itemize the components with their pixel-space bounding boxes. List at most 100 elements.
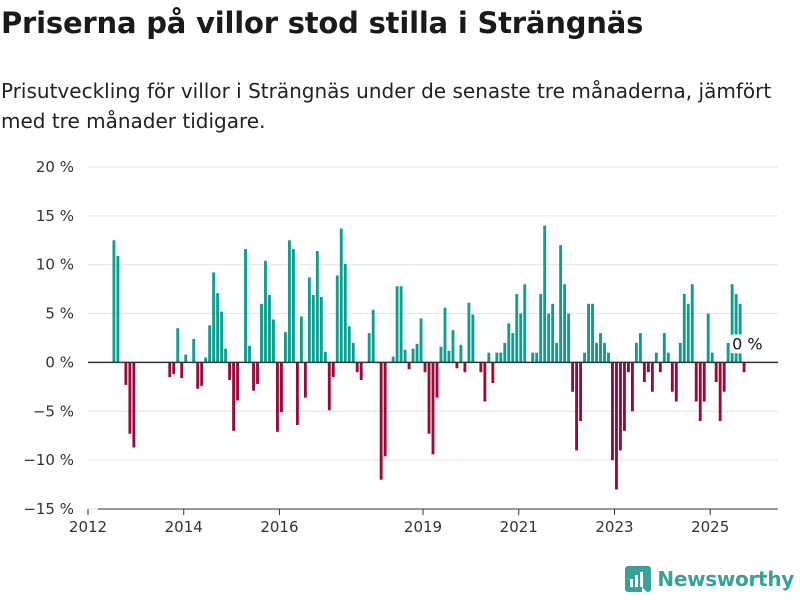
bar — [252, 362, 255, 391]
bar — [666, 352, 670, 363]
bar — [459, 344, 463, 363]
y-tick-label: 0 % — [45, 353, 74, 371]
bar — [339, 228, 343, 363]
bar — [379, 362, 383, 480]
bar — [658, 362, 662, 373]
bar — [638, 333, 642, 363]
bar — [662, 333, 666, 363]
bar — [559, 245, 563, 363]
x-tick-label: 2019 — [404, 518, 442, 536]
bar — [423, 362, 427, 373]
bar — [499, 352, 503, 363]
bar — [702, 362, 706, 402]
bar — [519, 313, 523, 363]
annotations: 0 % — [88, 334, 778, 364]
bar — [391, 356, 395, 363]
bar — [248, 345, 251, 363]
bar — [184, 354, 188, 363]
bar — [634, 342, 638, 363]
x-tick-label: 2021 — [500, 518, 538, 536]
y-tick-label: 10 % — [36, 256, 74, 274]
newsworthy-logo-icon — [625, 566, 652, 592]
bar — [180, 362, 184, 379]
bar — [216, 293, 220, 363]
bar — [311, 295, 315, 363]
y-tick-label: 20 % — [36, 158, 74, 176]
bar — [256, 362, 259, 384]
bar — [343, 263, 347, 363]
bar — [367, 333, 371, 363]
bar — [738, 303, 742, 363]
bar — [483, 362, 487, 402]
gridlines — [88, 166, 778, 510]
bar — [212, 272, 216, 363]
bar — [479, 362, 483, 373]
bar — [503, 342, 507, 363]
bar — [303, 362, 307, 398]
bar — [128, 362, 132, 434]
x-tick-label: 2023 — [595, 518, 633, 536]
bar — [220, 311, 224, 363]
bar — [307, 277, 311, 363]
bar — [555, 342, 559, 363]
bar — [698, 362, 702, 422]
bar — [415, 343, 419, 363]
newsworthy-brand: Newsworthy — [625, 566, 794, 592]
y-tick-label: 15 % — [36, 207, 74, 225]
bar — [224, 348, 228, 363]
bar — [176, 328, 180, 363]
bars — [112, 225, 746, 490]
x-tick-label: 2016 — [260, 518, 298, 536]
bar — [299, 316, 303, 363]
bar — [244, 249, 247, 363]
bar — [132, 362, 136, 448]
y-tick-label: −5 % — [33, 402, 74, 420]
bar — [682, 294, 686, 363]
bar — [710, 352, 714, 363]
bar — [280, 362, 283, 413]
bar — [200, 362, 204, 386]
bar — [515, 294, 519, 363]
chart-title: Priserna på villor stod stilla i Strängn… — [1, 6, 644, 40]
bar — [539, 294, 543, 363]
bar — [531, 352, 535, 363]
bar — [455, 362, 459, 369]
price-change-bar-chart: −15 % −10 % −5 % 0 % 5 % 10 % 15 % 20 % 2012 201… — [23, 158, 778, 536]
bar — [431, 362, 435, 455]
x-tick-label: 2012 — [69, 518, 107, 536]
bar — [355, 362, 359, 373]
bar — [276, 362, 279, 432]
bar — [507, 323, 511, 363]
bar — [630, 362, 634, 412]
bar — [615, 362, 618, 490]
y-tick-label: −10 % — [23, 451, 74, 469]
x-axis: 2012 2014 2016 2019 2021 2023 2025 — [69, 508, 778, 536]
bar — [654, 352, 658, 363]
bar — [435, 362, 439, 398]
bar — [591, 303, 594, 363]
bar — [192, 338, 196, 363]
bar — [168, 362, 172, 378]
bar — [611, 362, 614, 461]
bar — [395, 286, 399, 363]
bar — [535, 352, 539, 363]
bar — [706, 313, 710, 363]
bar — [587, 303, 590, 363]
bar — [619, 362, 622, 451]
bar — [742, 362, 746, 373]
brand-name: Newsworthy — [657, 567, 794, 591]
bar — [172, 362, 176, 375]
bar — [403, 349, 407, 363]
y-tick-label: −15 % — [23, 500, 74, 518]
bar — [443, 307, 447, 363]
bar — [287, 240, 291, 363]
y-tick-label: 5 % — [45, 305, 74, 323]
bar — [232, 362, 236, 431]
bar — [567, 313, 571, 363]
bar — [359, 362, 363, 381]
bar — [335, 275, 339, 363]
x-tick-label: 2025 — [691, 518, 729, 536]
bar — [495, 352, 499, 363]
bar — [399, 286, 403, 363]
bar — [674, 362, 678, 402]
